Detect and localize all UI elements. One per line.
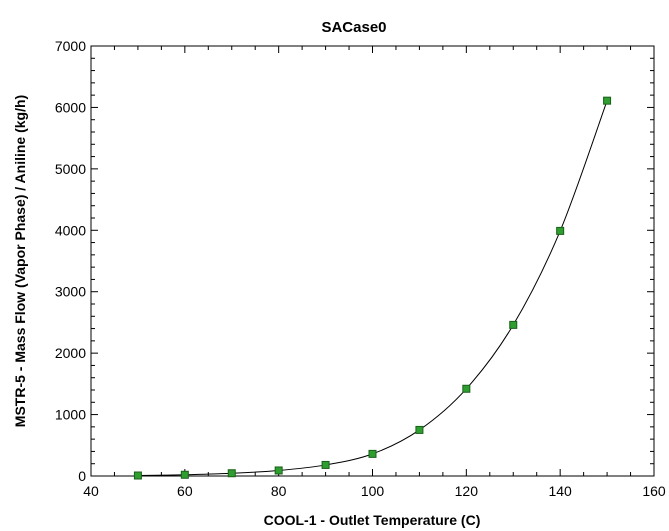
series-line [137,100,608,477]
x-tick-label: 140 [548,483,572,499]
y-tick-label: 3000 [55,284,86,300]
data-point [368,449,377,458]
data-point [556,226,565,235]
x-tick-label: 80 [271,483,287,499]
x-tick-label: 60 [177,483,193,499]
x-tick-label: 160 [642,483,666,499]
data-point [227,469,236,478]
x-axis: 40 60 80 100 120 140 160 [83,46,666,499]
data-point [180,470,189,479]
data-point [133,471,142,480]
y-tick-label: 5000 [55,161,86,177]
y-tick-label: 6000 [55,99,86,115]
data-point [462,384,471,393]
x-tick-label: 120 [455,483,479,499]
y-tick-label: 2000 [55,345,86,361]
chart-title: SACase0 [321,19,386,36]
data-point [274,466,283,475]
plot-area [90,45,655,477]
y-axis-title: MSTR-5 - Mass Flow (Vapor Phase) / Anili… [12,95,28,427]
x-tick-label: 100 [361,483,385,499]
y-tick-label: 4000 [55,222,86,238]
data-point [509,320,518,329]
x-tick-label: 40 [83,483,99,499]
y-tick-label: 1000 [55,407,86,423]
data-point [603,96,612,105]
data-point [321,460,330,469]
y-tick-label: 7000 [55,38,86,54]
y-axis: 0 1000 2000 3000 4000 5000 6000 7000 [55,38,654,484]
x-axis-title: COOL-1 - Outlet Temperature (C) [264,512,481,528]
y-tick-label: 0 [78,468,86,484]
data-point [415,425,424,434]
series-layer [133,96,612,480]
